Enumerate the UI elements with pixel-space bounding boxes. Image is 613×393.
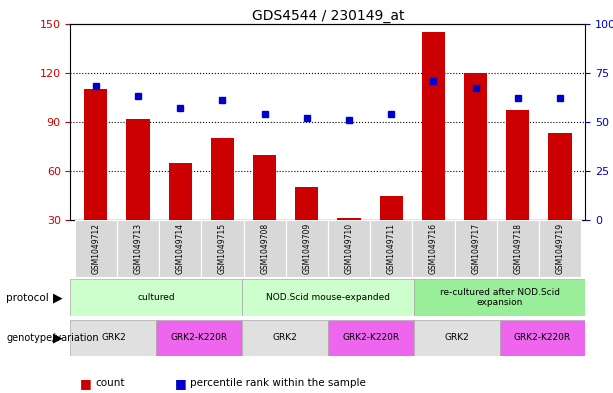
Bar xyxy=(242,320,328,356)
Bar xyxy=(242,279,414,316)
Bar xyxy=(414,279,585,316)
Text: GRK2: GRK2 xyxy=(101,333,126,342)
Text: GRK2-K220R: GRK2-K220R xyxy=(514,333,571,342)
Bar xyxy=(286,220,328,277)
Bar xyxy=(422,32,445,220)
Bar xyxy=(156,320,242,356)
Text: GSM1049718: GSM1049718 xyxy=(513,223,522,274)
Bar xyxy=(328,320,414,356)
Text: GSM1049714: GSM1049714 xyxy=(176,223,185,274)
Text: GRK2-K220R: GRK2-K220R xyxy=(170,333,228,342)
Text: GRK2: GRK2 xyxy=(444,333,469,342)
Bar xyxy=(84,89,107,220)
Bar xyxy=(169,163,192,220)
Bar xyxy=(337,219,360,220)
Text: GSM1049711: GSM1049711 xyxy=(387,223,396,274)
Bar xyxy=(159,220,201,277)
Bar xyxy=(539,220,581,277)
Bar xyxy=(126,119,150,220)
Bar xyxy=(328,220,370,277)
Text: re-cultured after NOD.Scid
expansion: re-cultured after NOD.Scid expansion xyxy=(440,288,560,307)
Text: GSM1049709: GSM1049709 xyxy=(302,223,311,274)
Bar xyxy=(500,320,585,356)
Text: GSM1049712: GSM1049712 xyxy=(91,223,101,274)
Text: percentile rank within the sample: percentile rank within the sample xyxy=(190,378,366,388)
Text: GSM1049719: GSM1049719 xyxy=(555,223,565,274)
Text: count: count xyxy=(95,378,124,388)
Bar xyxy=(497,220,539,277)
Title: GDS4544 / 230149_at: GDS4544 / 230149_at xyxy=(252,9,404,22)
Text: ■: ■ xyxy=(175,376,186,390)
Bar xyxy=(295,187,319,220)
Text: GRK2-K220R: GRK2-K220R xyxy=(342,333,400,342)
Text: ▶: ▶ xyxy=(53,331,63,344)
Text: ▶: ▶ xyxy=(53,291,63,304)
Text: protocol: protocol xyxy=(6,293,49,303)
Bar xyxy=(413,220,455,277)
Bar xyxy=(455,220,497,277)
Bar xyxy=(506,110,530,220)
Bar xyxy=(117,220,159,277)
Text: NOD.Scid mouse-expanded: NOD.Scid mouse-expanded xyxy=(266,293,390,302)
Text: ■: ■ xyxy=(80,376,91,390)
Bar xyxy=(549,133,572,220)
Text: genotype/variation: genotype/variation xyxy=(6,332,99,343)
Bar xyxy=(211,138,234,220)
Bar xyxy=(70,279,242,316)
Bar xyxy=(379,195,403,220)
Bar xyxy=(75,220,117,277)
Text: GSM1049717: GSM1049717 xyxy=(471,223,480,274)
Bar xyxy=(464,73,487,220)
Text: cultured: cultured xyxy=(137,293,175,302)
Bar xyxy=(243,220,286,277)
Bar xyxy=(414,320,500,356)
Text: GSM1049710: GSM1049710 xyxy=(345,223,354,274)
Text: GSM1049713: GSM1049713 xyxy=(134,223,143,274)
Bar xyxy=(253,154,276,220)
Text: GSM1049708: GSM1049708 xyxy=(260,223,269,274)
Bar xyxy=(70,320,156,356)
Bar xyxy=(201,220,243,277)
Text: GRK2: GRK2 xyxy=(273,333,297,342)
Text: GSM1049715: GSM1049715 xyxy=(218,223,227,274)
Bar xyxy=(370,220,413,277)
Text: GSM1049716: GSM1049716 xyxy=(429,223,438,274)
